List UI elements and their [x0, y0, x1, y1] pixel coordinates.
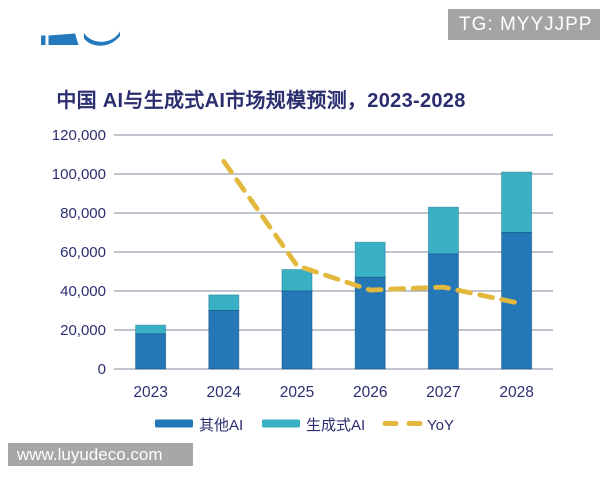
svg-text:100,000: 100,000: [52, 166, 106, 183]
x-axis-labels: 2023 2024 2025 2026 2027 2028: [133, 384, 533, 401]
legend: 其他AI 生成式AI YoY: [155, 417, 454, 434]
bar-2027-genai: [427, 206, 459, 255]
bar-2024-genai: [208, 294, 240, 311]
svg-text:2028: 2028: [499, 384, 533, 401]
idc-logo-fragment: [41, 31, 120, 46]
bar-2023-other: [135, 333, 167, 370]
bar-2026-other: [354, 276, 386, 370]
svg-text:40,000: 40,000: [60, 283, 106, 300]
svg-text:2027: 2027: [426, 384, 460, 401]
svg-text:0: 0: [98, 361, 106, 378]
telegram-watermark-badge: TG: MYYJJPP: [448, 9, 600, 40]
bar-2028-genai: [501, 171, 533, 234]
gridlines: [114, 134, 553, 370]
bar-2025-other: [281, 290, 313, 370]
bars-group: [135, 171, 533, 370]
legend-label-gen-ai: 生成式AI: [306, 417, 365, 434]
svg-text:20,000: 20,000: [60, 322, 106, 339]
svg-text:120,000: 120,000: [52, 127, 106, 144]
svg-text:2023: 2023: [133, 384, 167, 401]
logo-shapes: [41, 31, 120, 46]
legend-swatch-gen-ai: [262, 419, 300, 428]
svg-text:2025: 2025: [280, 384, 314, 401]
svg-text:60,000: 60,000: [60, 244, 106, 261]
svg-text:2026: 2026: [353, 384, 387, 401]
legend-label-other-ai: 其他AI: [199, 417, 243, 434]
legend-label-yoy: YoY: [427, 417, 454, 434]
site-watermark: www.luyudeco.com: [8, 443, 193, 466]
bar-2025-genai: [281, 269, 313, 292]
bar-2024-other: [208, 310, 240, 370]
bar-2027-other: [427, 253, 459, 370]
bar-2023-genai: [135, 324, 167, 335]
legend-swatch-other-ai: [155, 419, 193, 428]
bar-2026-genai: [354, 241, 386, 278]
y-axis-tick-labels: 0 20,000 40,000 60,000 80,000 100,000 120,000: [52, 127, 106, 378]
svg-text:80,000: 80,000: [60, 205, 106, 222]
yoy-dashed-line: [221, 158, 519, 306]
svg-text:2024: 2024: [207, 384, 242, 401]
chart-title: 中国 AI与生成式AI市场规模预测，2023-2028: [56, 90, 466, 112]
